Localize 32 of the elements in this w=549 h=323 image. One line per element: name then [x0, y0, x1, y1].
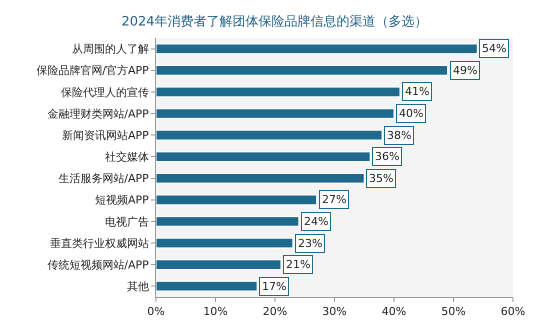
data-label: 24% [304, 215, 328, 228]
x-tick-label: 0% [147, 305, 165, 318]
y-tick-label: 保险品牌官网/官方APP [36, 64, 150, 78]
y-tick-label: 其他 [126, 280, 149, 294]
y-tick-label: 传统短视频网站/APP [47, 258, 150, 272]
y-tick-label: 从周围的人了解 [72, 42, 149, 56]
data-label: 36% [375, 150, 400, 163]
y-tick-label: 短视频APP [95, 194, 150, 207]
y-tick-label: 生活服务网站/APP [58, 172, 150, 186]
y-tick-label: 电视广告 [104, 215, 149, 228]
data-label: 35% [369, 172, 394, 185]
data-label: 17% [262, 280, 286, 293]
chart-title: 2024年消费者了解团体保险品牌信息的渠道（多选） [121, 14, 428, 30]
y-tick-label: 新闻资讯网站APP [62, 128, 150, 142]
x-tick-label: 40% [382, 305, 406, 318]
x-tick-label: 20% [262, 305, 288, 318]
x-tick-label: 50% [441, 305, 466, 318]
y-tick-label: 社交媒体 [104, 150, 149, 164]
x-tick-label: 30% [322, 305, 347, 318]
x-tick-label: 10% [203, 305, 228, 318]
data-label: 27% [322, 193, 346, 206]
data-label: 49% [453, 64, 478, 77]
data-label: 38% [387, 129, 412, 142]
data-label: 21% [286, 258, 310, 271]
data-label: 54% [482, 42, 506, 55]
y-tick-label: 垂直类行业权威网站 [50, 236, 149, 250]
data-label: 41% [405, 85, 430, 98]
data-label: 23% [298, 237, 322, 250]
x-tick-label: 60% [500, 305, 526, 318]
data-label: 40% [399, 107, 424, 120]
y-tick-label: 金融理财类网站/APP [47, 107, 150, 120]
y-tick-label: 保险代理人的宣传 [60, 86, 149, 99]
